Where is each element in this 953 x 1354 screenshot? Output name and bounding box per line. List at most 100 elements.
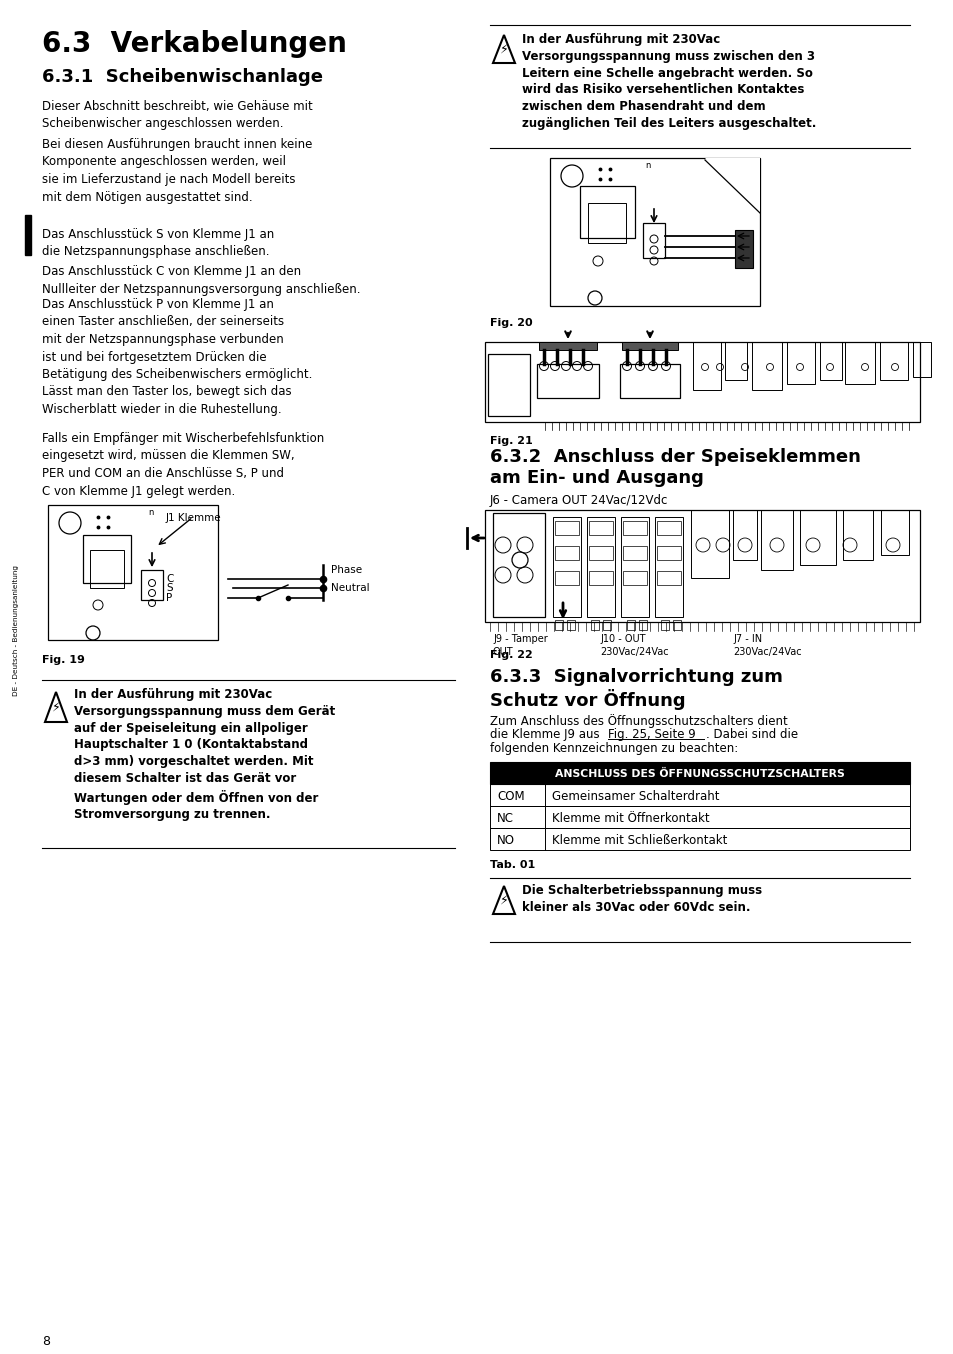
Bar	[555, 620, 562, 630]
Bar	[590, 620, 598, 630]
Text: Fig. 21: Fig. 21	[490, 436, 532, 445]
Bar	[751, 343, 781, 390]
Bar	[619, 364, 679, 398]
Text: ⚡: ⚡	[499, 42, 508, 56]
Bar	[490, 784, 909, 806]
Text: Fig. 20: Fig. 20	[490, 318, 532, 328]
Bar	[622, 571, 646, 585]
Text: 6.3.1  Scheibenwischanlage: 6.3.1 Scheibenwischanlage	[42, 68, 323, 87]
Bar	[538, 343, 597, 349]
Bar	[734, 230, 752, 268]
Bar	[555, 571, 578, 585]
Text: 8: 8	[42, 1335, 50, 1349]
Text: Gemeinsamer Schalterdraht: Gemeinsamer Schalterdraht	[552, 789, 719, 803]
Text: C: C	[166, 574, 173, 584]
Bar	[555, 521, 578, 535]
Text: Das Anschlusstück S von Klemme J1 an
die Netzspannungsphase anschließen.: Das Anschlusstück S von Klemme J1 an die…	[42, 227, 274, 259]
Text: NO: NO	[497, 834, 515, 846]
Bar	[672, 620, 680, 630]
Text: Das Anschlusstück C von Klemme J1 an den
Nullleiter der Netzspannungsversorgung : Das Anschlusstück C von Klemme J1 an den…	[42, 265, 360, 295]
Text: . Dabei sind die: . Dabei sind die	[705, 728, 798, 741]
Bar	[844, 343, 874, 385]
Text: Fig. 22: Fig. 22	[490, 650, 532, 659]
Text: ⚡: ⚡	[499, 894, 508, 906]
Bar	[586, 517, 615, 617]
Text: P: P	[166, 593, 172, 603]
Bar	[657, 571, 680, 585]
Bar	[622, 521, 646, 535]
Bar	[550, 158, 760, 306]
Bar	[620, 517, 648, 617]
Text: NC: NC	[497, 811, 514, 825]
Bar	[786, 343, 814, 385]
Bar	[660, 620, 668, 630]
Text: COM: COM	[497, 789, 524, 803]
Text: n: n	[644, 161, 650, 171]
Text: J10 - OUT
230Vac/24Vac: J10 - OUT 230Vac/24Vac	[599, 634, 668, 657]
Bar	[587, 203, 625, 242]
Text: 6.3  Verkabelungen: 6.3 Verkabelungen	[42, 30, 347, 58]
Bar	[48, 505, 218, 640]
Text: In der Ausführung mit 230Vac
Versorgungsspannung muss zwischen den 3
Leitern ein: In der Ausführung mit 230Vac Versorgungs…	[521, 32, 816, 130]
Text: J7 - IN
230Vac/24Vac: J7 - IN 230Vac/24Vac	[732, 634, 801, 657]
Bar	[724, 343, 746, 380]
Bar	[732, 510, 757, 561]
Bar	[83, 535, 131, 584]
Text: Phase: Phase	[331, 565, 362, 575]
Bar	[842, 510, 872, 561]
Polygon shape	[704, 158, 760, 213]
Bar	[657, 546, 680, 561]
Bar	[490, 829, 909, 850]
Text: ⚡: ⚡	[51, 700, 60, 714]
Bar	[141, 570, 163, 600]
Bar	[639, 620, 646, 630]
Text: Zum Anschluss des Öffnungsschutzschalters dient: Zum Anschluss des Öffnungsschutzschalter…	[490, 714, 787, 728]
Bar	[484, 510, 919, 621]
Bar	[626, 620, 635, 630]
Text: Die Schalterbetriebsspannung muss
kleiner als 30Vac oder 60Vdc sein.: Die Schalterbetriebsspannung muss kleine…	[521, 884, 761, 914]
Text: J9 - Tamper
OUT: J9 - Tamper OUT	[493, 634, 547, 657]
Text: J6 - Camera OUT 24Vac/12Vdc: J6 - Camera OUT 24Vac/12Vdc	[490, 494, 668, 506]
Text: Neutral: Neutral	[331, 584, 369, 593]
Bar	[484, 343, 919, 422]
Bar	[555, 546, 578, 561]
Bar	[642, 223, 664, 259]
Text: J1 Klemme: J1 Klemme	[166, 513, 221, 523]
Bar	[579, 185, 635, 238]
Bar	[566, 620, 575, 630]
Bar	[493, 513, 544, 617]
Bar	[692, 343, 720, 390]
Bar	[912, 343, 930, 376]
Text: folgenden Kennzeichnungen zu beachten:: folgenden Kennzeichnungen zu beachten:	[490, 742, 738, 756]
Text: Falls ein Empfänger mit Wischerbefehlsfunktion
eingesetzt wird, müssen die Klemm: Falls ein Empfänger mit Wischerbefehlsfu…	[42, 432, 324, 497]
Bar	[657, 521, 680, 535]
Bar	[622, 546, 646, 561]
Bar	[621, 343, 678, 349]
Text: ANSCHLUSS DES ÖFFNUNGSSCHUTZSCHALTERS: ANSCHLUSS DES ÖFFNUNGSSCHUTZSCHALTERS	[555, 769, 844, 779]
Text: Fig. 25, Seite 9: Fig. 25, Seite 9	[607, 728, 695, 741]
Bar	[553, 517, 580, 617]
Bar	[90, 550, 124, 588]
Text: Klemme mit Öffnerkontakt: Klemme mit Öffnerkontakt	[552, 811, 709, 825]
Bar	[602, 620, 610, 630]
Bar	[490, 806, 909, 829]
Text: Dieser Abschnitt beschreibt, wie Gehäuse mit
Scheibenwischer angeschlossen werde: Dieser Abschnitt beschreibt, wie Gehäuse…	[42, 100, 313, 130]
Bar	[488, 353, 530, 416]
Text: n: n	[148, 508, 153, 517]
Text: Tab. 01: Tab. 01	[490, 860, 535, 871]
Bar	[588, 546, 613, 561]
Text: 6.3.2  Anschluss der Speiseklemmen
am Ein- und Ausgang: 6.3.2 Anschluss der Speiseklemmen am Ein…	[490, 448, 860, 487]
Bar	[820, 343, 841, 380]
Text: Fig. 19: Fig. 19	[42, 655, 85, 665]
Bar	[879, 343, 907, 380]
Bar	[690, 510, 728, 578]
Text: S: S	[166, 584, 172, 593]
Text: die Klemme J9 aus: die Klemme J9 aus	[490, 728, 602, 741]
Text: DE - Deutsch - Bedienungsanleitung: DE - Deutsch - Bedienungsanleitung	[13, 565, 19, 696]
Text: Das Anschlusstück P von Klemme J1 an
einen Taster anschließen, der seinerseits
m: Das Anschlusstück P von Klemme J1 an ein…	[42, 298, 312, 416]
Bar	[800, 510, 835, 565]
Bar	[588, 571, 613, 585]
Bar	[588, 521, 613, 535]
Bar	[655, 517, 682, 617]
Bar	[760, 510, 792, 570]
